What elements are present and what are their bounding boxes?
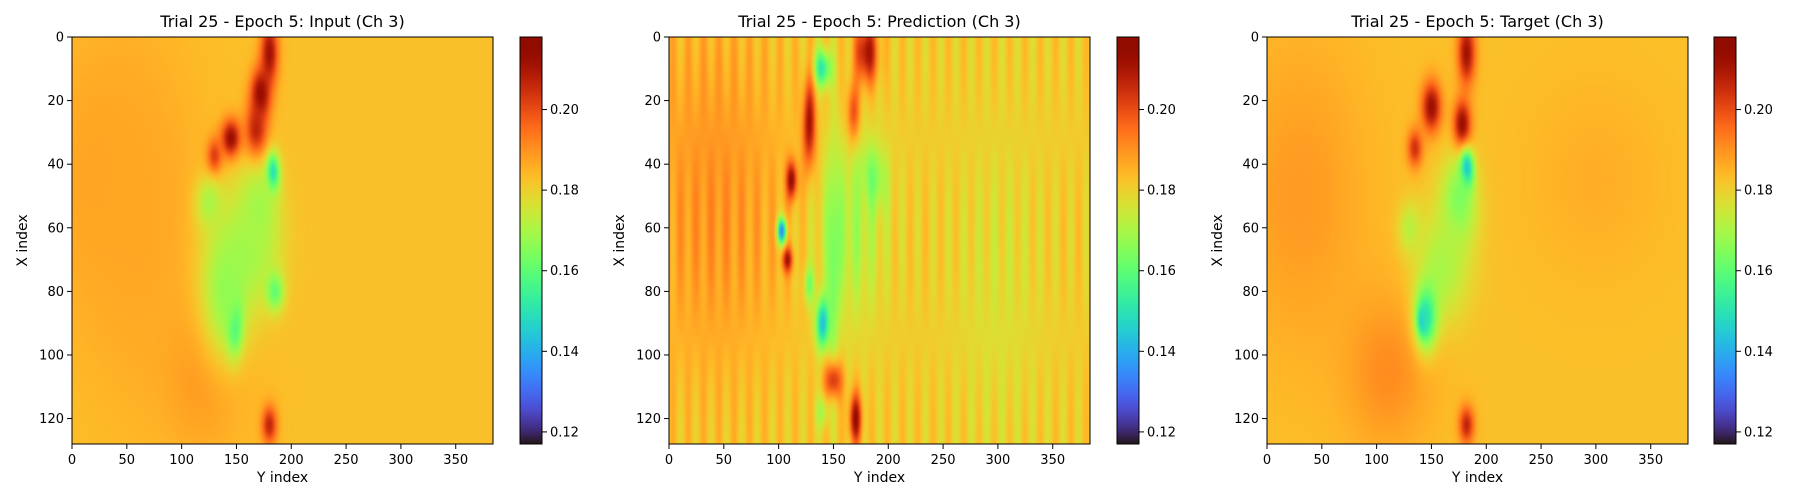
y-tick-label: 60 [47,221,64,236]
y-tick-label: 120 [39,412,64,427]
x-tick-label: 50 [1314,453,1331,468]
colorbar-tick-label: 0.16 [1744,264,1773,279]
x-axis-label: Y index [853,470,905,486]
colorbar-frame [1116,36,1140,445]
x-tick-label: 0 [68,453,76,468]
panel-title: Trial 25 - Epoch 5: Target (Ch 3) [1350,12,1603,31]
x-tick-label: 150 [821,453,846,468]
y-tick-label: 60 [1242,221,1259,236]
y-tick-label: 0 [653,31,661,46]
y-tick-label: 40 [644,158,661,173]
colorbar-tick-label: 0.16 [1147,264,1176,279]
x-tick-label: 50 [716,453,733,468]
colorbar [520,37,542,444]
y-tick-label: 120 [636,412,661,427]
x-tick-label: 150 [224,453,249,468]
colorbar-frame [1713,36,1737,445]
plot-frame [71,36,494,445]
y-tick-label: 40 [47,158,64,173]
y-tick-label: 20 [644,94,661,109]
colorbar-tick-label: 0.14 [1147,345,1176,360]
colorbar-frame [519,36,543,445]
colorbar-tick-label: 0.12 [1744,425,1773,440]
x-tick-label: 100 [1364,453,1389,468]
plot-frame [668,36,1091,445]
y-tick-label: 80 [644,285,661,300]
x-tick-label: 300 [388,453,413,468]
x-tick-label: 350 [1040,453,1065,468]
y-tick-label: 60 [644,221,661,236]
colorbar-tick-label: 0.20 [1744,103,1773,118]
colorbar-tick-label: 0.20 [1147,103,1176,118]
x-tick-label: 50 [119,453,136,468]
x-tick-label: 200 [876,453,901,468]
y-tick-label: 80 [47,285,64,300]
x-axis-label: Y index [1451,470,1503,486]
x-tick-label: 200 [279,453,304,468]
panel-title: Trial 25 - Epoch 5: Prediction (Ch 3) [737,12,1020,31]
y-tick-label: 120 [1234,412,1259,427]
colorbar-tick-label: 0.20 [550,103,579,118]
panel-title: Trial 25 - Epoch 5: Input (Ch 3) [159,12,404,31]
colorbar-tick-label: 0.18 [550,184,579,199]
x-axis-label: Y index [256,470,308,486]
colorbar-tick-label: 0.14 [1744,345,1773,360]
y-tick-label: 20 [47,94,64,109]
heatmap-panel-2: Trial 25 - Epoch 5: Prediction (Ch 3) 0 50… [612,12,1176,486]
colorbar [1117,37,1139,444]
y-axis-label: X index [15,214,31,266]
x-tick-label: 350 [443,453,468,468]
y-tick-label: 20 [1242,94,1259,109]
x-tick-label: 300 [985,453,1010,468]
x-tick-label: 250 [1529,453,1554,468]
heatmap-image [72,37,493,444]
x-tick-label: 250 [334,453,359,468]
x-tick-label: 250 [931,453,956,468]
x-tick-label: 100 [169,453,194,468]
heatmap-image [669,37,1090,444]
x-tick-label: 0 [665,453,673,468]
y-axis-label: X index [612,214,628,266]
y-tick-label: 40 [1242,158,1259,173]
y-axis-label: X index [1210,214,1226,266]
colorbar-tick-label: 0.12 [1147,425,1176,440]
colorbar-tick-label: 0.16 [550,264,579,279]
x-tick-label: 300 [1583,453,1608,468]
colorbar-tick-label: 0.12 [550,425,579,440]
y-tick-label: 0 [56,31,64,46]
colorbar [1714,37,1736,444]
colorbar-tick-label: 0.14 [550,345,579,360]
colorbar-tick-label: 0.18 [1744,184,1773,199]
x-tick-label: 150 [1419,453,1444,468]
x-tick-label: 0 [1263,453,1271,468]
y-tick-label: 100 [1234,348,1259,363]
x-tick-label: 100 [766,453,791,468]
y-tick-label: 80 [1242,285,1259,300]
x-tick-label: 350 [1638,453,1663,468]
y-tick-label: 0 [1251,31,1259,46]
heatmap-image [1267,37,1688,444]
heatmap-panel-3: Trial 25 - Epoch 5: Target (Ch 3) 0 50 100 1… [1210,12,1773,486]
colorbar-tick-label: 0.18 [1147,184,1176,199]
x-tick-label: 200 [1474,453,1499,468]
y-tick-label: 100 [39,348,64,363]
plot-frame [1266,36,1689,445]
heatmap-panel-1: Trial 25 - Epoch 5: Input (Ch 3) 0 50 100 15… [15,12,579,486]
y-tick-label: 100 [636,348,661,363]
